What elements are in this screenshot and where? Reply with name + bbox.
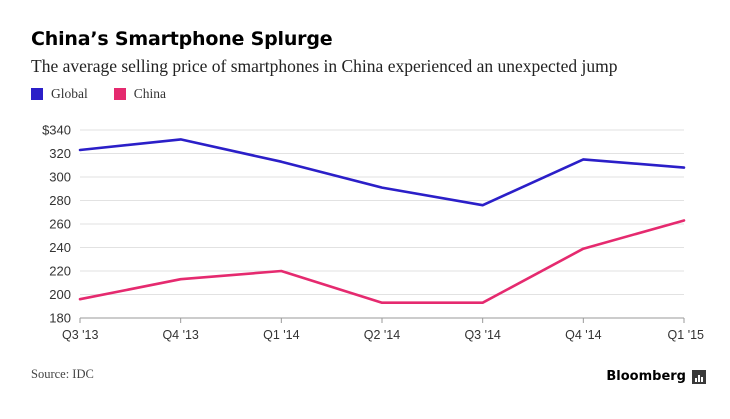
series-line-global bbox=[78, 138, 686, 207]
x-tick-label: Q4 '14 bbox=[565, 328, 601, 342]
y-tick-label: 240 bbox=[49, 240, 71, 255]
legend-item-china: China bbox=[113, 86, 166, 102]
x-tick-label: Q3 '13 bbox=[62, 328, 98, 342]
brand-name: Bloomberg bbox=[606, 369, 686, 384]
chart-legend: Global China bbox=[31, 86, 192, 102]
legend-swatch-china bbox=[113, 88, 126, 100]
chart-subtitle: The average selling price of smartphones… bbox=[31, 56, 618, 76]
legend-label-global: Global bbox=[51, 86, 88, 101]
y-tick-label: 280 bbox=[49, 193, 71, 208]
x-tick-label: Q3 '14 bbox=[464, 328, 500, 342]
chart-title: China’s Smartphone Splurge bbox=[31, 28, 333, 50]
y-tick-label: 200 bbox=[49, 287, 71, 302]
legend-item-global: Global bbox=[31, 86, 88, 102]
y-tick-label: 220 bbox=[49, 264, 71, 279]
legend-label-china: China bbox=[133, 86, 166, 101]
x-tick-label: Q2 '14 bbox=[364, 328, 400, 342]
legend-swatch-global bbox=[31, 88, 43, 100]
bloomberg-chart-icon bbox=[692, 369, 706, 384]
y-tick-label: 260 bbox=[49, 217, 71, 232]
y-tick-label: 300 bbox=[49, 170, 71, 185]
source-note: Source: IDC bbox=[31, 367, 94, 381]
y-tick-label: 320 bbox=[49, 146, 71, 161]
x-tick-label: Q1 '14 bbox=[263, 328, 299, 342]
bloomberg-logo: Bloomberg bbox=[606, 369, 706, 384]
y-tick-label: 180 bbox=[49, 311, 71, 326]
x-tick-label: Q4 '13 bbox=[162, 328, 198, 342]
series-line-china bbox=[78, 219, 686, 305]
x-tick-label: Q1 '15 bbox=[668, 328, 704, 342]
y-tick-label: $340 bbox=[42, 123, 71, 138]
